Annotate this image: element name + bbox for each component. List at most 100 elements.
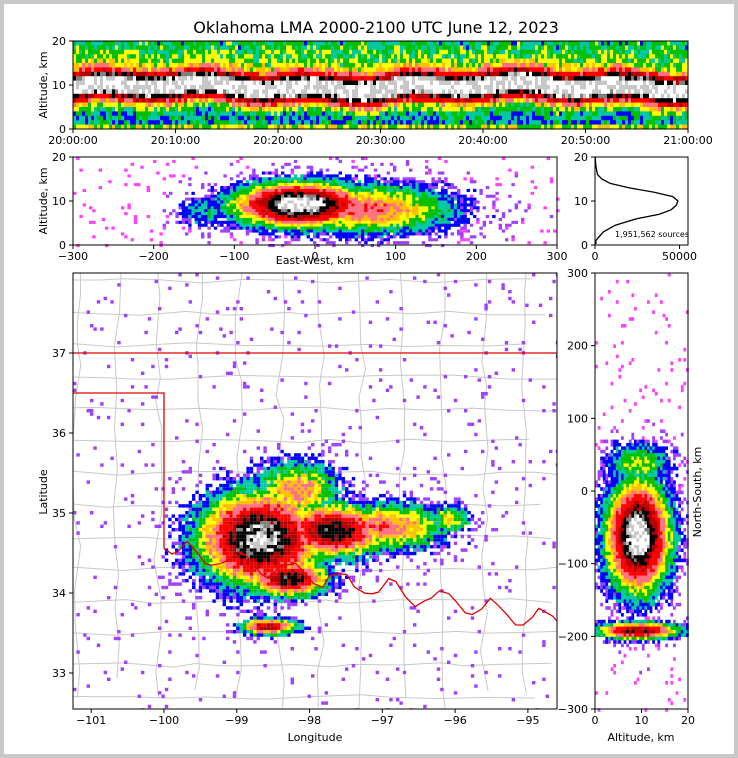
density-cell: [343, 102, 347, 108]
density-cell: [172, 85, 176, 90]
density-cell: [115, 71, 119, 77]
density-cell: [166, 85, 170, 90]
density-cell: [220, 203, 224, 207]
density-cell: [298, 71, 302, 77]
density-cell: [277, 41, 281, 46]
density-cell: [82, 58, 86, 64]
density-cell: [76, 93, 80, 99]
density-cell: [682, 111, 686, 117]
density-cell: [85, 76, 89, 81]
density-cell: [529, 120, 533, 125]
density-cell: [349, 124, 353, 130]
density-cell: [352, 102, 356, 108]
density-cell: [385, 80, 389, 86]
density-cell: [175, 98, 179, 103]
density-cell: [268, 226, 272, 230]
density-cell: [274, 229, 278, 233]
density-cell: [343, 98, 347, 103]
density-cell: [637, 107, 641, 112]
density-cell: [118, 71, 122, 77]
density-cell: [261, 203, 266, 207]
density-cell: [388, 80, 392, 86]
density-cell: [258, 194, 262, 198]
density-cell: [529, 102, 533, 108]
density-cell: [301, 41, 305, 46]
density-cell: [184, 85, 188, 90]
density-cell: [115, 89, 119, 95]
density-cell: [309, 186, 314, 190]
density-cell: [520, 107, 524, 112]
density-cell: [421, 115, 425, 121]
density-cell: [274, 223, 278, 227]
density-cell: [130, 45, 134, 51]
density-cell: [652, 93, 656, 99]
density-cell: [124, 115, 128, 121]
density-cell: [89, 206, 93, 210]
density-cell: [188, 220, 192, 224]
density-cell: [493, 45, 497, 51]
density-cell: [391, 107, 395, 112]
density-cell: [295, 49, 299, 55]
density-cell: [430, 102, 434, 108]
density-cell: [290, 183, 294, 187]
density-cell: [139, 89, 143, 95]
density-cell: [232, 111, 236, 117]
density-cell: [379, 115, 383, 121]
density-cell: [346, 124, 350, 130]
density-cell: [433, 89, 437, 95]
density-cell: [382, 63, 386, 68]
density-cell: [268, 45, 272, 51]
density-cell: [121, 102, 125, 108]
density-cell: [307, 54, 311, 59]
density-cell: [163, 80, 167, 86]
density-cell: [325, 98, 329, 103]
density-cell: [160, 107, 164, 112]
density-cell: [121, 71, 125, 77]
density-cell: [268, 223, 272, 227]
density-cell: [367, 115, 371, 121]
density-cell: [415, 98, 419, 103]
density-cell: [284, 229, 288, 233]
density-cell: [316, 200, 320, 204]
density-cell: [172, 102, 176, 108]
density-cell: [274, 171, 278, 175]
density-cell: [415, 120, 419, 125]
density-cell: [268, 120, 272, 125]
density-cell: [290, 215, 294, 219]
density-cell: [421, 49, 425, 55]
density-cell: [213, 209, 218, 213]
density-cell: [508, 67, 512, 73]
density-cell: [208, 98, 212, 103]
density-cell: [679, 107, 683, 112]
density-cell: [385, 115, 389, 121]
density-cell: [265, 200, 269, 204]
density-cell: [154, 54, 158, 59]
density-cell: [242, 197, 246, 201]
density-cell: [277, 191, 282, 195]
density-cell: [367, 45, 371, 51]
density-cell: [229, 80, 233, 86]
density-cell: [241, 54, 245, 59]
density-cell: [592, 58, 596, 64]
density-cell: [472, 89, 476, 95]
density-cell: [249, 217, 253, 221]
density-cell: [538, 107, 542, 112]
density-cell: [598, 102, 602, 108]
density-cell: [685, 71, 689, 77]
density-cell: [484, 111, 488, 117]
density-cell: [400, 85, 404, 90]
density-cell: [289, 41, 293, 46]
density-cell: [439, 85, 443, 90]
density-cell: [185, 209, 189, 213]
density-cell: [484, 41, 488, 46]
density-cell: [355, 67, 359, 73]
density-cell: [520, 102, 524, 108]
density-cell: [664, 49, 668, 55]
density-cell: [658, 111, 662, 117]
density-cell: [553, 124, 557, 130]
density-cell: [520, 93, 524, 99]
density-cell: [229, 67, 233, 73]
density-cell: [673, 45, 677, 51]
density-cell: [149, 229, 154, 233]
density-cell: [184, 120, 188, 125]
